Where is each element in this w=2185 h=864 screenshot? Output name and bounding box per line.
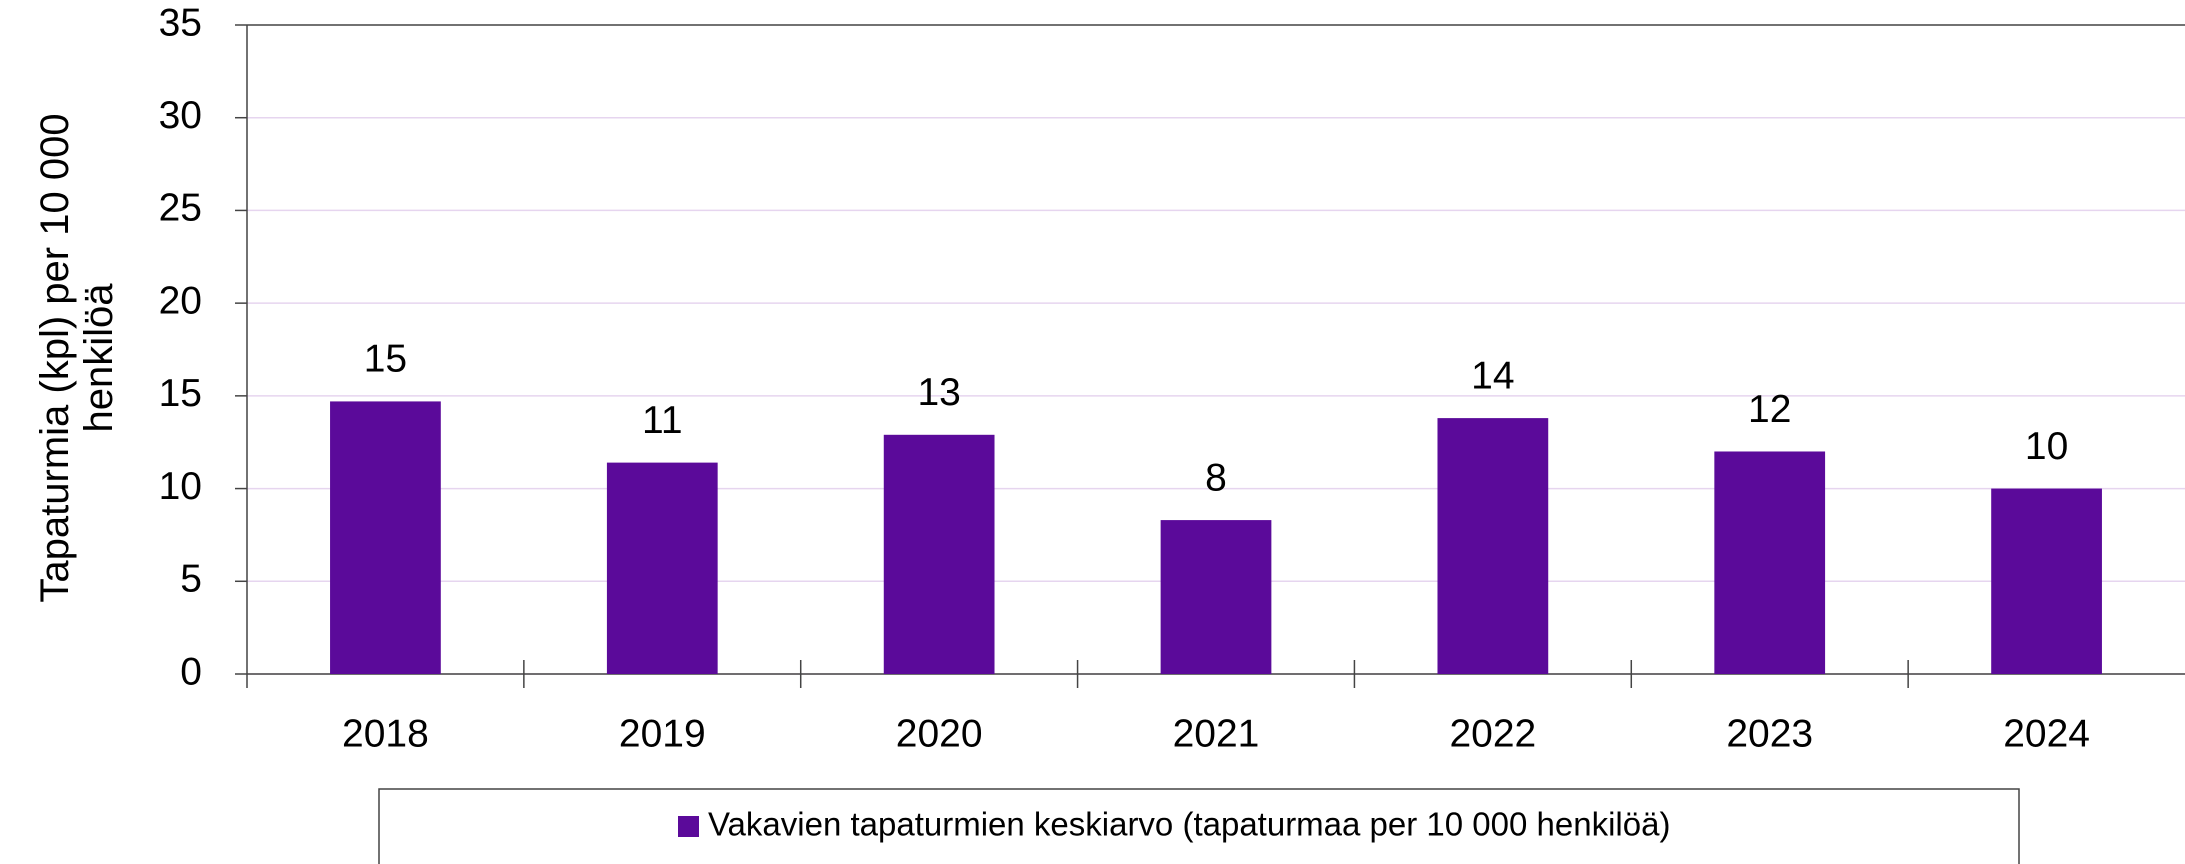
bar: [606, 462, 718, 674]
data-label: 12: [1748, 388, 1791, 431]
bar: [1991, 488, 2102, 674]
bar: [1160, 520, 1272, 674]
data-label: 8: [1205, 456, 1227, 499]
bar: [1714, 451, 1826, 674]
data-label: 14: [1471, 354, 1514, 397]
bar: [330, 401, 441, 674]
x-tick-label: 2019: [619, 712, 706, 755]
x-tick-label: 2021: [1173, 712, 1260, 755]
legend-label: Vakavien tapaturmien keskiarvo (tapaturm…: [708, 806, 1670, 843]
data-label: 13: [917, 371, 960, 414]
data-label: 15: [364, 338, 407, 381]
y-axis-title: Tapaturmia (kpl) per 10 000 henkilöä: [33, 113, 121, 603]
y-tick-label: 25: [159, 187, 202, 230]
legend-marker: [678, 816, 699, 837]
y-tick-label: 10: [159, 465, 202, 508]
data-label: 10: [2025, 425, 2068, 468]
y-tick-label: 0: [180, 650, 202, 693]
x-tick-label: 2022: [1449, 712, 1536, 755]
x-tick-label: 2024: [2003, 712, 2090, 755]
x-tick-label: 2023: [1726, 712, 1813, 755]
legend-box: [378, 788, 2020, 864]
y-tick-label: 20: [159, 279, 202, 322]
y-tick-label: 15: [159, 372, 202, 415]
bar: [1437, 418, 1549, 674]
y-tick-label: 35: [159, 1, 202, 44]
y-tick-label: 30: [159, 94, 202, 137]
x-tick-label: 2020: [896, 712, 983, 755]
data-label: 11: [642, 399, 683, 442]
x-tick-label: 2018: [342, 712, 429, 755]
y-tick-label: 5: [180, 558, 202, 601]
bar: [883, 434, 995, 674]
